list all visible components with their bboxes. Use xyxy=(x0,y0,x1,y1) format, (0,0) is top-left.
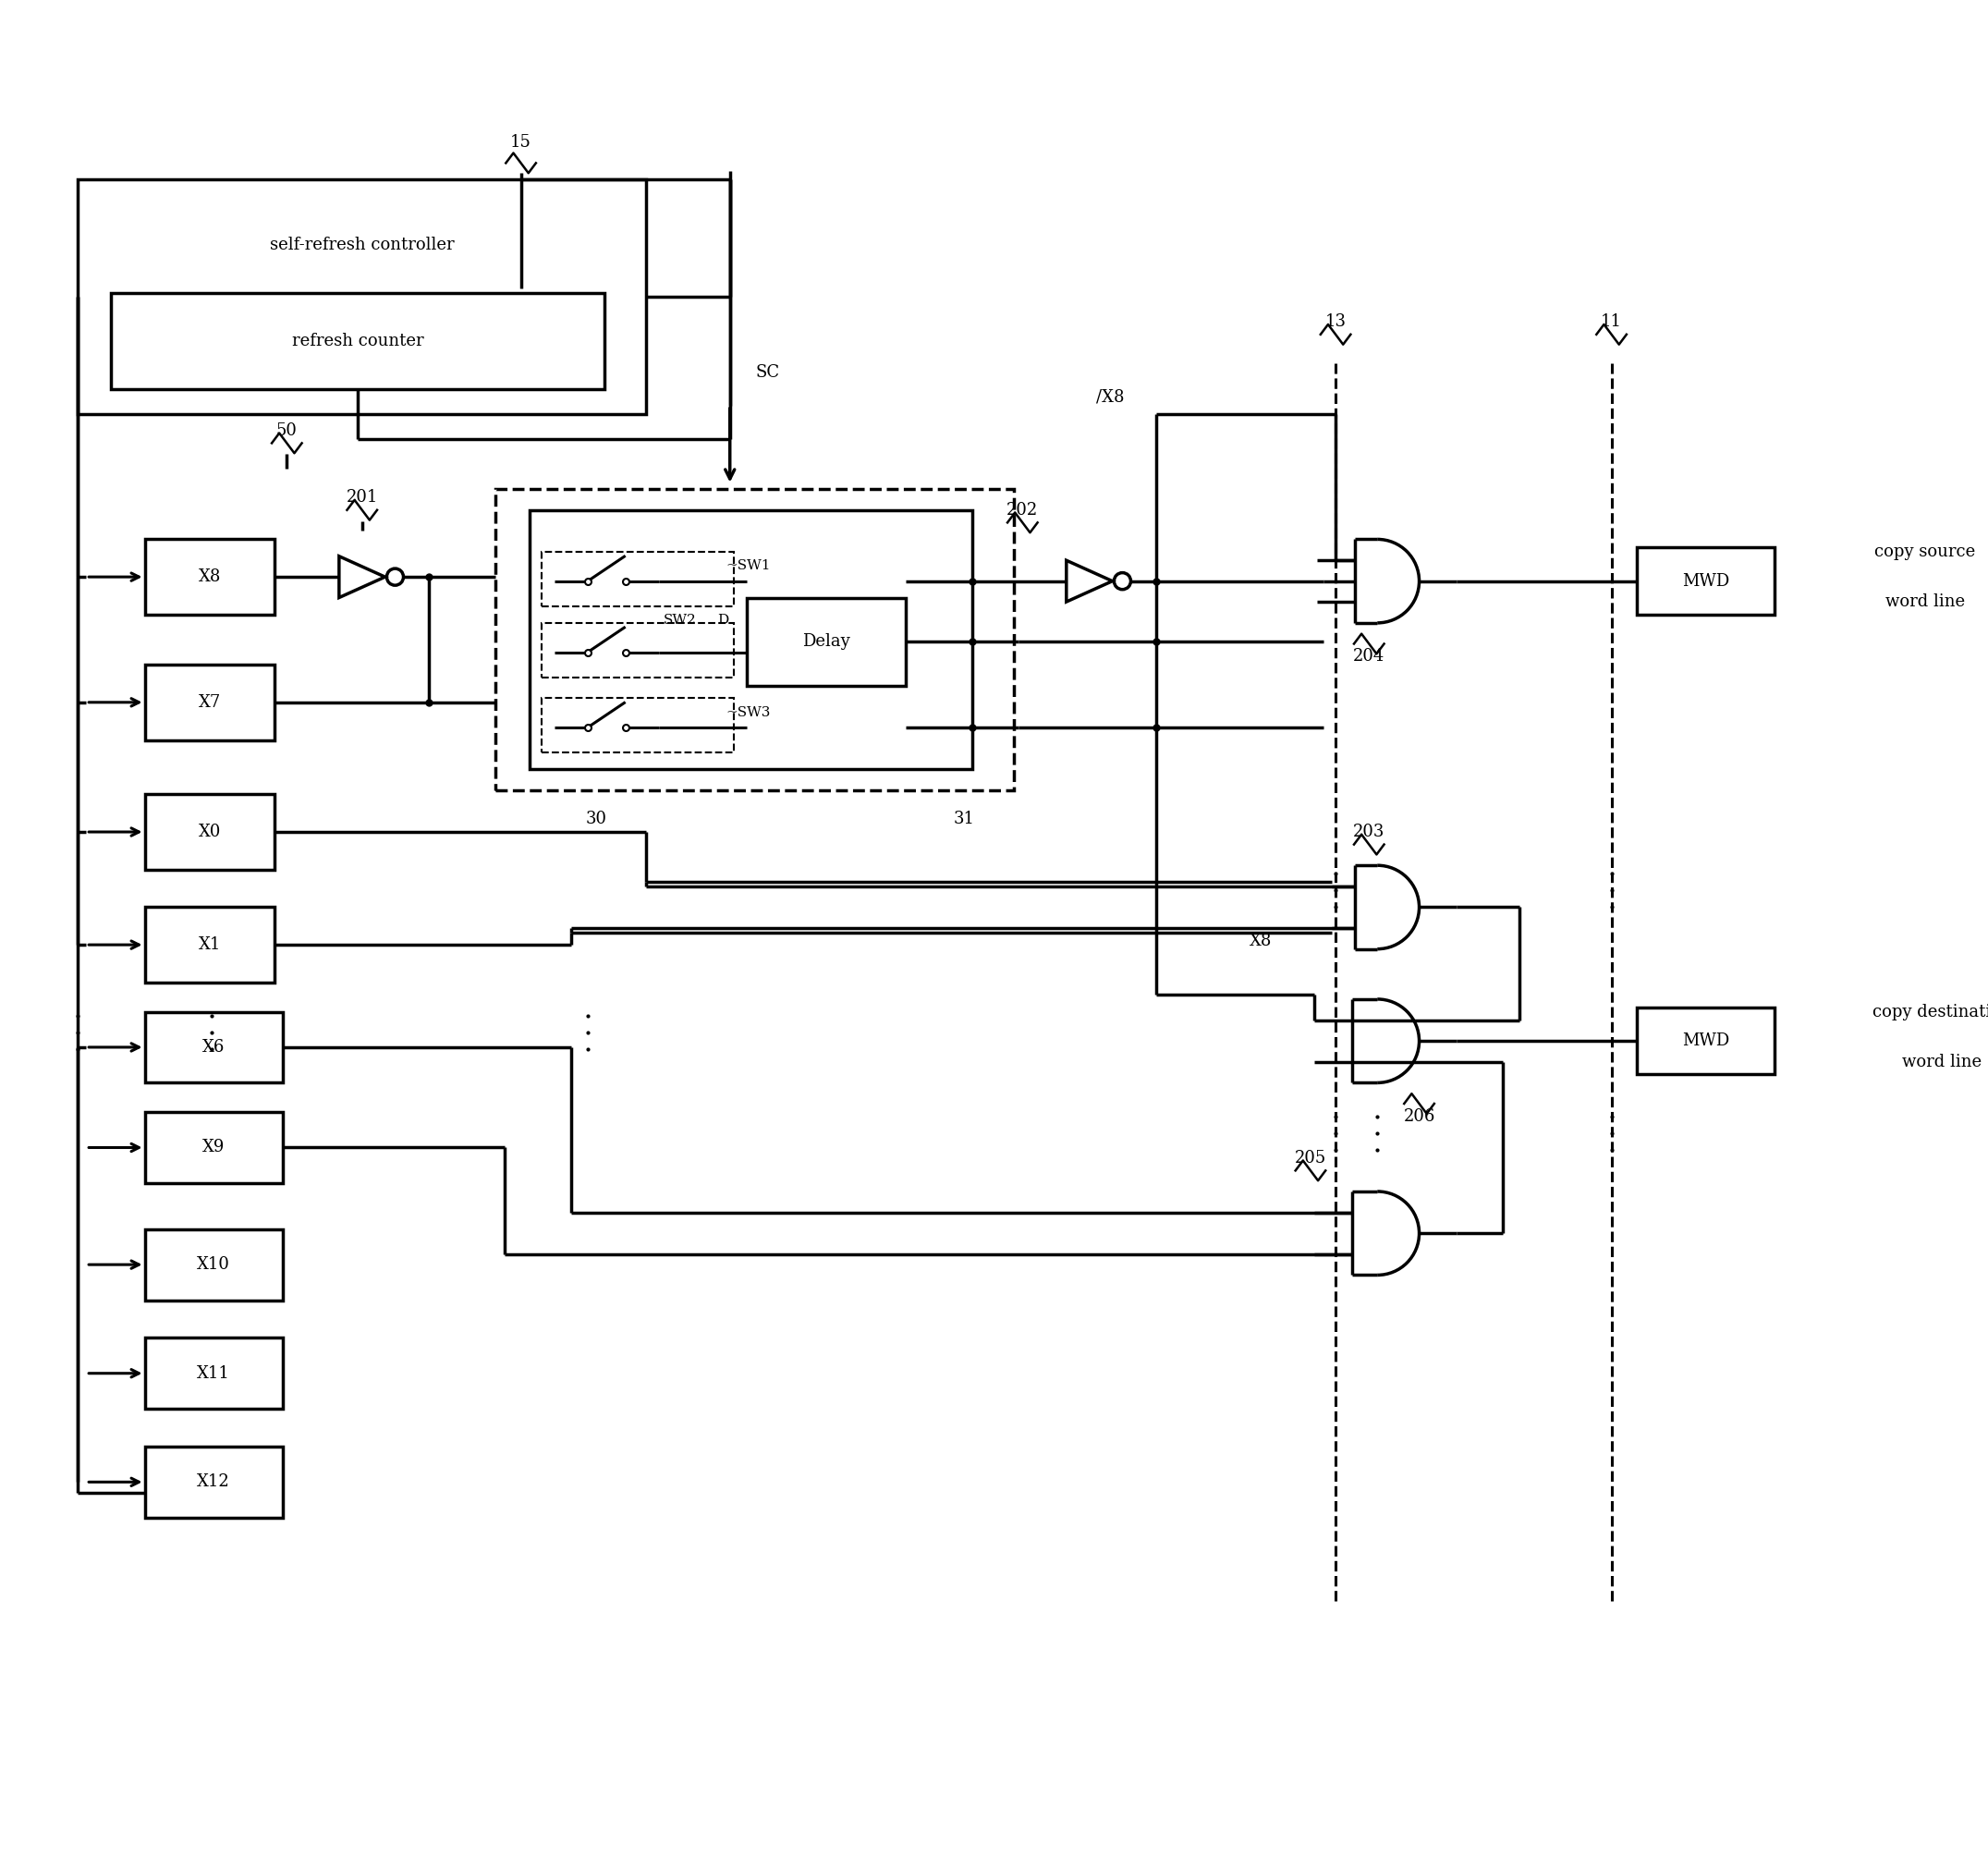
Text: Delay: Delay xyxy=(801,633,851,650)
Text: MWD: MWD xyxy=(1682,1032,1730,1049)
Bar xyxy=(529,511,972,769)
Text: X12: X12 xyxy=(197,1474,231,1491)
Text: 205: 205 xyxy=(1294,1149,1326,1166)
Text: ~SW3: ~SW3 xyxy=(726,706,771,719)
Text: X6: X6 xyxy=(203,1038,225,1055)
Bar xyxy=(543,622,734,678)
Text: 31: 31 xyxy=(954,812,974,828)
Bar xyxy=(543,698,734,752)
Bar xyxy=(145,795,274,869)
Text: 202: 202 xyxy=(1006,501,1038,518)
Text: 204: 204 xyxy=(1354,648,1386,665)
Text: 13: 13 xyxy=(1324,314,1346,331)
Text: X8: X8 xyxy=(199,568,221,585)
Bar xyxy=(495,488,1014,789)
Bar xyxy=(543,552,734,605)
Text: X11: X11 xyxy=(197,1365,231,1382)
Polygon shape xyxy=(1066,561,1113,602)
Bar xyxy=(145,665,274,739)
Bar xyxy=(145,1112,282,1183)
Text: 50: 50 xyxy=(276,422,298,438)
Text: ~SW1: ~SW1 xyxy=(726,559,771,572)
Text: 30: 30 xyxy=(586,812,606,828)
Bar xyxy=(145,1337,282,1409)
Text: X1: X1 xyxy=(199,936,221,953)
Text: copy destination: copy destination xyxy=(1873,1003,1988,1019)
Text: word line: word line xyxy=(1903,1053,1982,1070)
Polygon shape xyxy=(340,557,386,598)
Bar xyxy=(145,539,274,615)
Text: X7: X7 xyxy=(199,695,221,711)
Text: 11: 11 xyxy=(1600,314,1622,331)
Text: word line: word line xyxy=(1885,594,1964,611)
Text: 15: 15 xyxy=(511,134,531,150)
Text: refresh counter: refresh counter xyxy=(292,332,423,349)
Text: 203: 203 xyxy=(1354,825,1386,839)
Text: D: D xyxy=(718,615,730,628)
Text: MWD: MWD xyxy=(1682,572,1730,589)
Bar xyxy=(747,598,905,685)
Text: self-refresh controller: self-refresh controller xyxy=(270,238,455,254)
Text: X0: X0 xyxy=(199,825,221,839)
Bar xyxy=(145,908,274,982)
Bar xyxy=(1636,548,1775,615)
Text: X10: X10 xyxy=(197,1257,231,1272)
Bar xyxy=(111,293,604,388)
Text: X8: X8 xyxy=(1248,932,1272,949)
Text: /X8: /X8 xyxy=(1095,388,1123,405)
Text: SW2: SW2 xyxy=(664,615,696,628)
Bar xyxy=(145,1012,282,1083)
Bar xyxy=(145,1447,282,1517)
Text: 201: 201 xyxy=(346,488,378,505)
Text: SC: SC xyxy=(755,364,779,381)
Text: 206: 206 xyxy=(1404,1109,1435,1125)
Bar xyxy=(78,180,646,414)
Bar xyxy=(145,1229,282,1300)
Bar xyxy=(1636,1008,1775,1075)
Text: X9: X9 xyxy=(203,1138,225,1155)
Text: copy source: copy source xyxy=(1875,544,1976,561)
